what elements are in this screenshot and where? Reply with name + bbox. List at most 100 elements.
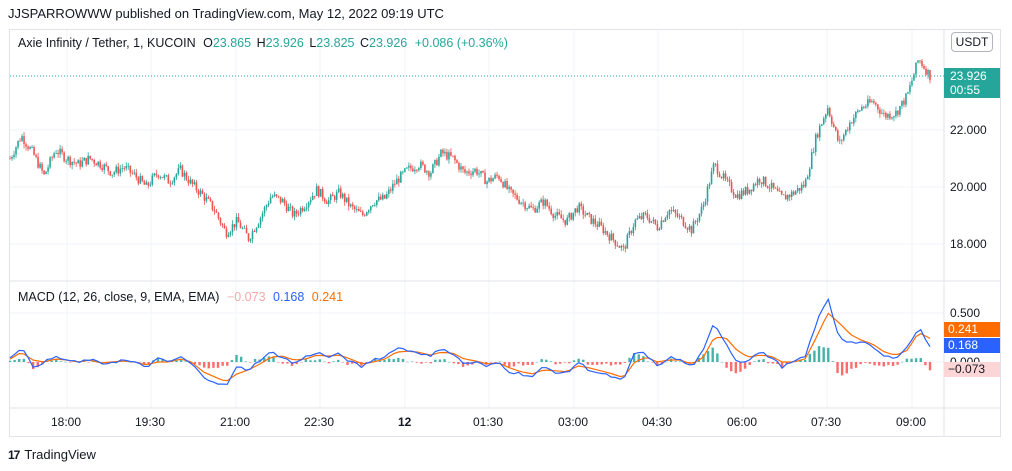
candle-body [267,203,270,206]
symbol-name: Axie Infinity / Tether, 1, KUCOIN [18,36,196,50]
macd-hist-bar [41,362,44,365]
high-value: H23.926 [256,36,304,50]
candle-body [339,188,342,198]
candle-body [706,186,709,202]
candle-body [452,155,454,157]
candle-body [209,198,212,201]
candle-body [917,60,919,63]
candle-body [768,187,771,189]
candle-body [436,159,438,166]
candle-body [899,106,901,115]
candle-body [470,173,472,176]
macd-hist-bar [156,357,160,362]
candle-body [191,179,194,184]
candle-body [834,126,837,131]
candle-body [203,193,206,201]
candle-body [351,204,354,207]
candle-body [498,175,500,180]
candle-body [536,208,538,213]
macd-hist-bar [230,360,234,362]
symbol-legend[interactable]: Axie Infinity / Tether, 1, KUCOIN O23.86… [18,36,512,50]
candle-body [554,215,556,218]
candle-body [851,122,853,124]
candle-body [512,189,514,194]
candle-body [614,239,617,246]
candle-body [804,179,807,187]
candle-body [710,171,713,185]
currency-button[interactable]: USDT [951,32,993,52]
candle-body [690,226,693,234]
candle-body [285,203,288,212]
candle-body [836,130,839,141]
candle-body [865,106,867,108]
macd-hist-bar [674,361,677,362]
candle-body [21,136,23,142]
candle-body [55,153,57,154]
candle-body [871,101,873,103]
candle-body [357,208,360,212]
macd-hist-bar [193,362,197,364]
chart-frame [9,29,1001,437]
candle-body [881,112,883,114]
candle-body [542,199,544,206]
candle-body [121,168,124,169]
macd-hist-bar [780,362,784,369]
candle-body [185,172,188,180]
macd-hist-bar [332,361,335,362]
macd-hist-bar [216,362,220,368]
candle-body [127,165,130,167]
candle-body [175,174,178,178]
macd-hist-bar [55,359,58,362]
candle-body [859,110,861,112]
candle-body [79,160,81,167]
candle-body [764,176,767,187]
macd-hist-bar [730,362,733,372]
candle-body [109,171,112,176]
macd-hist-bar [882,362,885,367]
candle-body [740,190,743,199]
time-tick-day: 12 [398,415,412,429]
candle-body [853,118,855,124]
footer-brand[interactable]: 17 TradingView [8,447,96,462]
close-value: C23.926 [359,36,408,50]
macd-hist-bar [249,362,252,363]
macd-hist-bar [877,362,881,366]
macd-hist-bar [68,362,72,363]
candle-body [235,216,238,228]
macd-hist-bar [387,358,391,362]
candle-body [303,208,306,211]
candle-body [482,170,484,173]
candle-body [89,155,91,159]
candle-body [145,182,148,185]
candle-body [367,210,370,213]
candle-body [335,192,338,200]
candle-body [211,200,214,210]
candle-body [895,110,897,117]
candle-body [402,171,404,173]
macd-label: MACD (12, 26, close, 9, EMA, EMA) [18,290,220,304]
macd-hist-bar [244,361,247,362]
macd-hist-bar [489,362,493,363]
candle-body [684,225,687,229]
open-value: O23.865 [203,36,252,50]
candle-body [500,179,502,183]
change-value: +0.086 (+0.36%) [414,36,508,50]
candle-body [133,172,136,174]
macd-hist-bar [59,361,63,362]
candle-body [630,231,633,234]
low-value: L23.825 [309,36,355,50]
macd-hist-bar [276,362,280,363]
candle-body [345,197,348,202]
macd-hist-bar [397,357,400,362]
macd-hist-bar [549,361,553,362]
candle-body [111,174,114,176]
macd-hist-bar [582,359,585,362]
macd-hist-bar [202,362,206,368]
candle-body [331,194,334,197]
macd-hist-bar [891,362,895,366]
macd-legend[interactable]: MACD (12, 26, close, 9, EMA, EMA) −0.073… [18,290,347,304]
macd-hist-bar [64,361,67,363]
macd-hist-bar [827,347,830,362]
candle-body [255,227,258,232]
